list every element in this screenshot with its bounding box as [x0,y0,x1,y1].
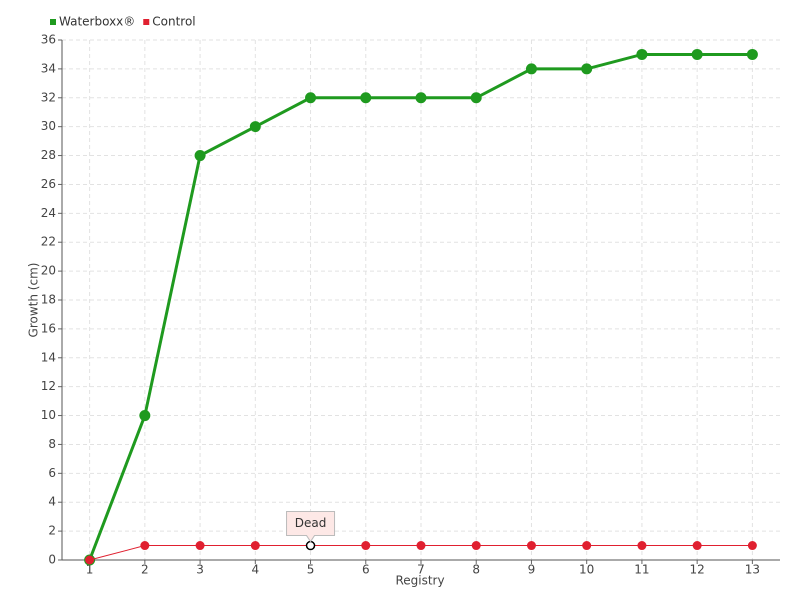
data-point [582,541,592,551]
y-tick-label: 4 [48,495,56,509]
legend-swatch [50,19,56,25]
data-point [526,541,536,551]
x-tick-label: 12 [690,563,705,577]
x-tick-label: 4 [251,563,259,577]
y-tick-label: 24 [41,206,56,220]
y-tick-label: 26 [41,177,56,191]
data-point [637,541,647,551]
y-tick-label: 30 [41,119,56,133]
y-tick-label: 6 [48,466,56,480]
data-point [85,555,95,565]
x-axis-label: Registry [395,574,444,588]
y-tick-label: 28 [41,148,56,162]
data-point [691,48,703,60]
data-point [250,541,260,551]
data-point [361,541,371,551]
data-point [305,92,317,104]
y-tick-label: 14 [41,350,56,364]
y-tick-label: 36 [41,33,56,47]
y-tick-label: 12 [41,379,56,393]
x-tick-label: 11 [634,563,649,577]
data-point [305,540,316,551]
data-point [525,63,537,75]
x-tick-label: 13 [745,563,760,577]
x-tick-label: 5 [307,563,315,577]
x-tick-label: 10 [579,563,594,577]
legend-swatch [143,19,150,25]
annotation-box [286,511,336,543]
data-point [415,92,427,104]
y-tick-label: 34 [41,61,56,75]
data-point [470,92,482,104]
data-point [692,541,702,551]
data-point [139,410,151,422]
y-tick-label: 0 [48,553,56,567]
y-tick-label: 16 [41,321,56,335]
x-tick-label: 1 [86,563,94,577]
legend-label: Waterboxx® [59,15,135,29]
y-tick-label: 2 [48,524,56,538]
legend-label: Control [152,15,195,29]
x-tick-label: 3 [196,563,204,577]
data-point [360,92,372,104]
data-point [195,541,205,551]
x-tick-label: 7 [417,563,425,577]
y-axis-label: Growth (cm) [27,263,41,338]
data-point [416,541,426,551]
data-point [746,48,758,60]
data-point [194,150,206,162]
data-point [747,541,757,551]
x-tick-label: 8 [472,563,480,577]
x-tick-label: 2 [141,563,149,577]
y-tick-label: 8 [48,437,56,451]
x-tick-label: 9 [528,563,536,577]
y-tick-label: 20 [41,264,56,278]
y-tick-label: 18 [41,293,56,307]
data-point [581,63,593,75]
data-point [249,121,261,133]
y-tick-label: 22 [41,235,56,249]
data-point [636,48,648,60]
y-tick-label: 10 [41,408,56,422]
annotation-text: Dead [295,516,327,530]
y-tick-label: 32 [41,90,56,104]
x-tick-label: 6 [362,563,370,577]
data-point [471,541,481,551]
data-point [140,541,150,551]
